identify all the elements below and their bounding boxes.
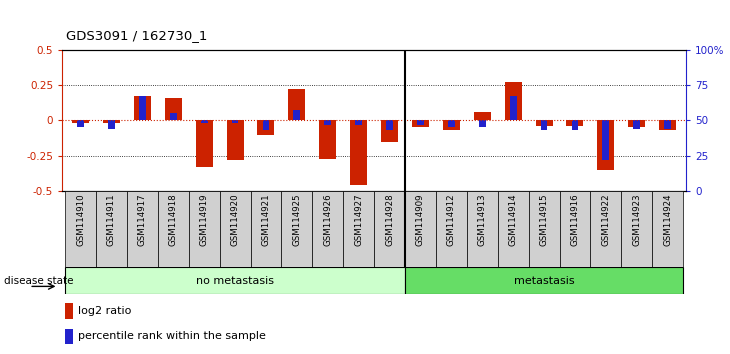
Bar bbox=[250, 191, 282, 267]
Bar bbox=[293, 110, 300, 120]
Text: GSM114927: GSM114927 bbox=[354, 193, 364, 246]
Bar bbox=[479, 120, 485, 127]
Text: GDS3091 / 162730_1: GDS3091 / 162730_1 bbox=[66, 29, 207, 42]
Bar bbox=[634, 120, 640, 129]
Text: GSM114921: GSM114921 bbox=[261, 193, 271, 246]
Bar bbox=[201, 120, 207, 123]
Bar bbox=[96, 191, 127, 267]
Text: GSM114913: GSM114913 bbox=[477, 193, 487, 246]
Text: GSM114915: GSM114915 bbox=[539, 193, 548, 246]
Bar bbox=[77, 120, 84, 127]
Bar bbox=[436, 191, 466, 267]
Bar bbox=[108, 120, 115, 129]
Bar bbox=[443, 120, 460, 130]
Bar bbox=[170, 113, 177, 120]
Bar bbox=[343, 191, 374, 267]
Bar bbox=[231, 120, 239, 123]
Bar bbox=[158, 191, 189, 267]
Bar bbox=[319, 120, 337, 159]
Bar bbox=[448, 120, 455, 127]
Text: GSM114925: GSM114925 bbox=[293, 193, 301, 246]
Text: GSM114918: GSM114918 bbox=[169, 193, 178, 246]
Text: GSM114928: GSM114928 bbox=[385, 193, 394, 246]
Bar bbox=[65, 191, 96, 267]
Bar bbox=[597, 120, 615, 170]
Bar bbox=[566, 120, 583, 126]
Bar bbox=[312, 191, 343, 267]
Bar bbox=[103, 120, 120, 123]
Bar bbox=[65, 303, 73, 319]
Text: GSM114911: GSM114911 bbox=[107, 193, 116, 246]
Text: metastasis: metastasis bbox=[514, 275, 575, 286]
Text: GSM114923: GSM114923 bbox=[632, 193, 641, 246]
Bar bbox=[659, 120, 676, 130]
Bar bbox=[65, 267, 405, 294]
Text: log2 ratio: log2 ratio bbox=[77, 306, 131, 316]
Bar bbox=[350, 120, 367, 185]
Bar bbox=[536, 120, 553, 126]
Bar bbox=[134, 96, 151, 120]
Bar bbox=[541, 120, 548, 130]
Bar bbox=[417, 120, 424, 125]
Text: GSM114920: GSM114920 bbox=[231, 193, 239, 246]
Bar bbox=[165, 98, 182, 120]
Text: GSM114909: GSM114909 bbox=[416, 193, 425, 246]
Text: percentile rank within the sample: percentile rank within the sample bbox=[77, 331, 266, 341]
Text: GSM114919: GSM114919 bbox=[200, 193, 209, 246]
Bar bbox=[629, 120, 645, 127]
Bar bbox=[324, 120, 331, 125]
Bar bbox=[356, 120, 362, 125]
Bar bbox=[72, 120, 89, 123]
Bar bbox=[65, 329, 73, 344]
Text: GSM114910: GSM114910 bbox=[76, 193, 85, 246]
Bar bbox=[374, 191, 405, 267]
Bar bbox=[288, 89, 305, 120]
Bar bbox=[529, 191, 559, 267]
Bar bbox=[386, 120, 393, 130]
Bar bbox=[405, 267, 683, 294]
Bar bbox=[220, 191, 250, 267]
Bar bbox=[602, 120, 610, 160]
Bar bbox=[652, 191, 683, 267]
Text: GSM114924: GSM114924 bbox=[663, 193, 672, 246]
Bar bbox=[498, 191, 529, 267]
Bar bbox=[572, 120, 578, 130]
Text: GSM114912: GSM114912 bbox=[447, 193, 456, 246]
Text: GSM114914: GSM114914 bbox=[509, 193, 518, 246]
Bar bbox=[189, 191, 220, 267]
Bar bbox=[591, 191, 621, 267]
Text: GSM114917: GSM114917 bbox=[138, 193, 147, 246]
Bar bbox=[474, 112, 491, 120]
Bar bbox=[405, 191, 436, 267]
Bar bbox=[263, 120, 269, 130]
Bar bbox=[664, 120, 671, 129]
Bar bbox=[510, 96, 517, 120]
Bar bbox=[139, 96, 146, 120]
Bar bbox=[258, 120, 274, 135]
Bar bbox=[226, 120, 244, 160]
Bar bbox=[466, 191, 498, 267]
Bar bbox=[621, 191, 652, 267]
Text: no metastasis: no metastasis bbox=[196, 275, 274, 286]
Bar bbox=[196, 120, 212, 167]
Text: GSM114916: GSM114916 bbox=[570, 193, 580, 246]
Bar bbox=[282, 191, 312, 267]
Text: disease state: disease state bbox=[4, 275, 73, 286]
Bar bbox=[381, 120, 398, 142]
Bar bbox=[504, 82, 522, 120]
Bar bbox=[412, 120, 429, 127]
Text: GSM114926: GSM114926 bbox=[323, 193, 332, 246]
Bar bbox=[127, 191, 158, 267]
Text: GSM114922: GSM114922 bbox=[602, 193, 610, 246]
Bar bbox=[559, 191, 591, 267]
